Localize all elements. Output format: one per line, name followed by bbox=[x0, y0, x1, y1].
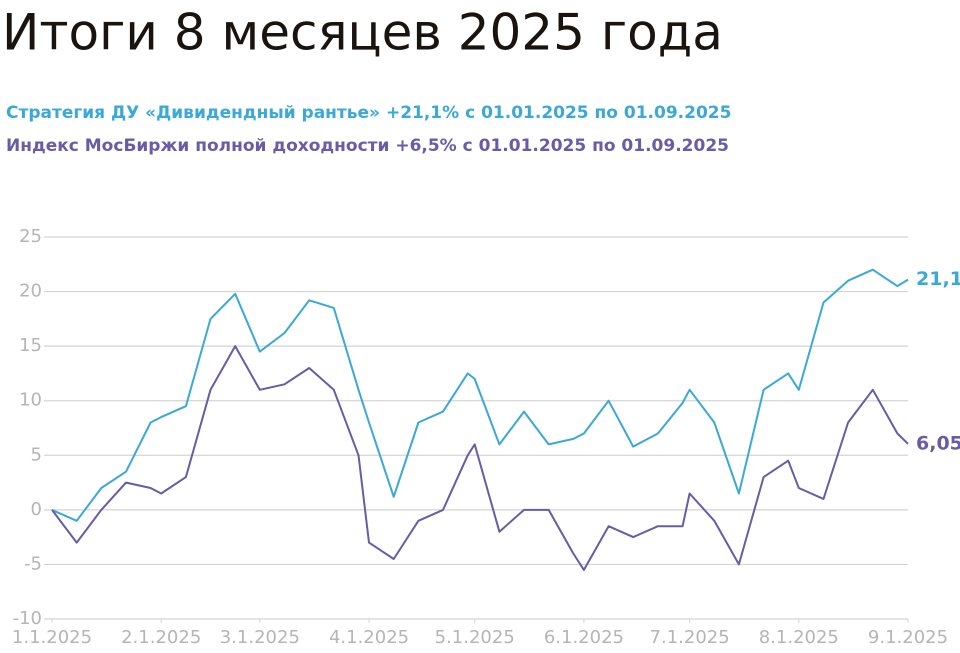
x-tick-label: 1.1.2025 bbox=[12, 627, 92, 648]
y-tick-label: 10 bbox=[19, 390, 42, 411]
y-tick-label: 0 bbox=[31, 499, 42, 520]
x-tick-label: 6.1.2025 bbox=[544, 627, 624, 648]
x-tick-label: 2.1.2025 bbox=[121, 627, 201, 648]
y-tick-label: 20 bbox=[19, 281, 42, 302]
x-tick-label: 7.1.2025 bbox=[650, 627, 730, 648]
chart-title: Итоги 8 месяцев 2025 года bbox=[2, 4, 723, 62]
y-tick-label: -10 bbox=[13, 608, 42, 629]
x-tick-label: 3.1.2025 bbox=[220, 627, 300, 648]
subtitle: Индекс МосБиржи полной доходности +6,5% … bbox=[6, 136, 729, 156]
y-tick-label: 25 bbox=[19, 226, 42, 247]
series-line bbox=[51, 268, 909, 522]
y-tick-label: 5 bbox=[31, 444, 42, 465]
y-tick-label: -5 bbox=[24, 553, 42, 574]
y-tick-label: 15 bbox=[19, 335, 42, 356]
series-line bbox=[51, 345, 909, 571]
x-tick-label: 5.1.2025 bbox=[435, 627, 515, 648]
end-label: 6,05 bbox=[916, 432, 960, 454]
x-tick-label: 4.1.2025 bbox=[329, 627, 409, 648]
x-tick-label: 9.1.2025 bbox=[868, 627, 948, 648]
subtitle: Стратегия ДУ «Дивидендный рантье» +21,1%… bbox=[6, 103, 731, 123]
x-tick-label: 8.1.2025 bbox=[759, 627, 839, 648]
end-label: 21,1 bbox=[916, 268, 960, 290]
